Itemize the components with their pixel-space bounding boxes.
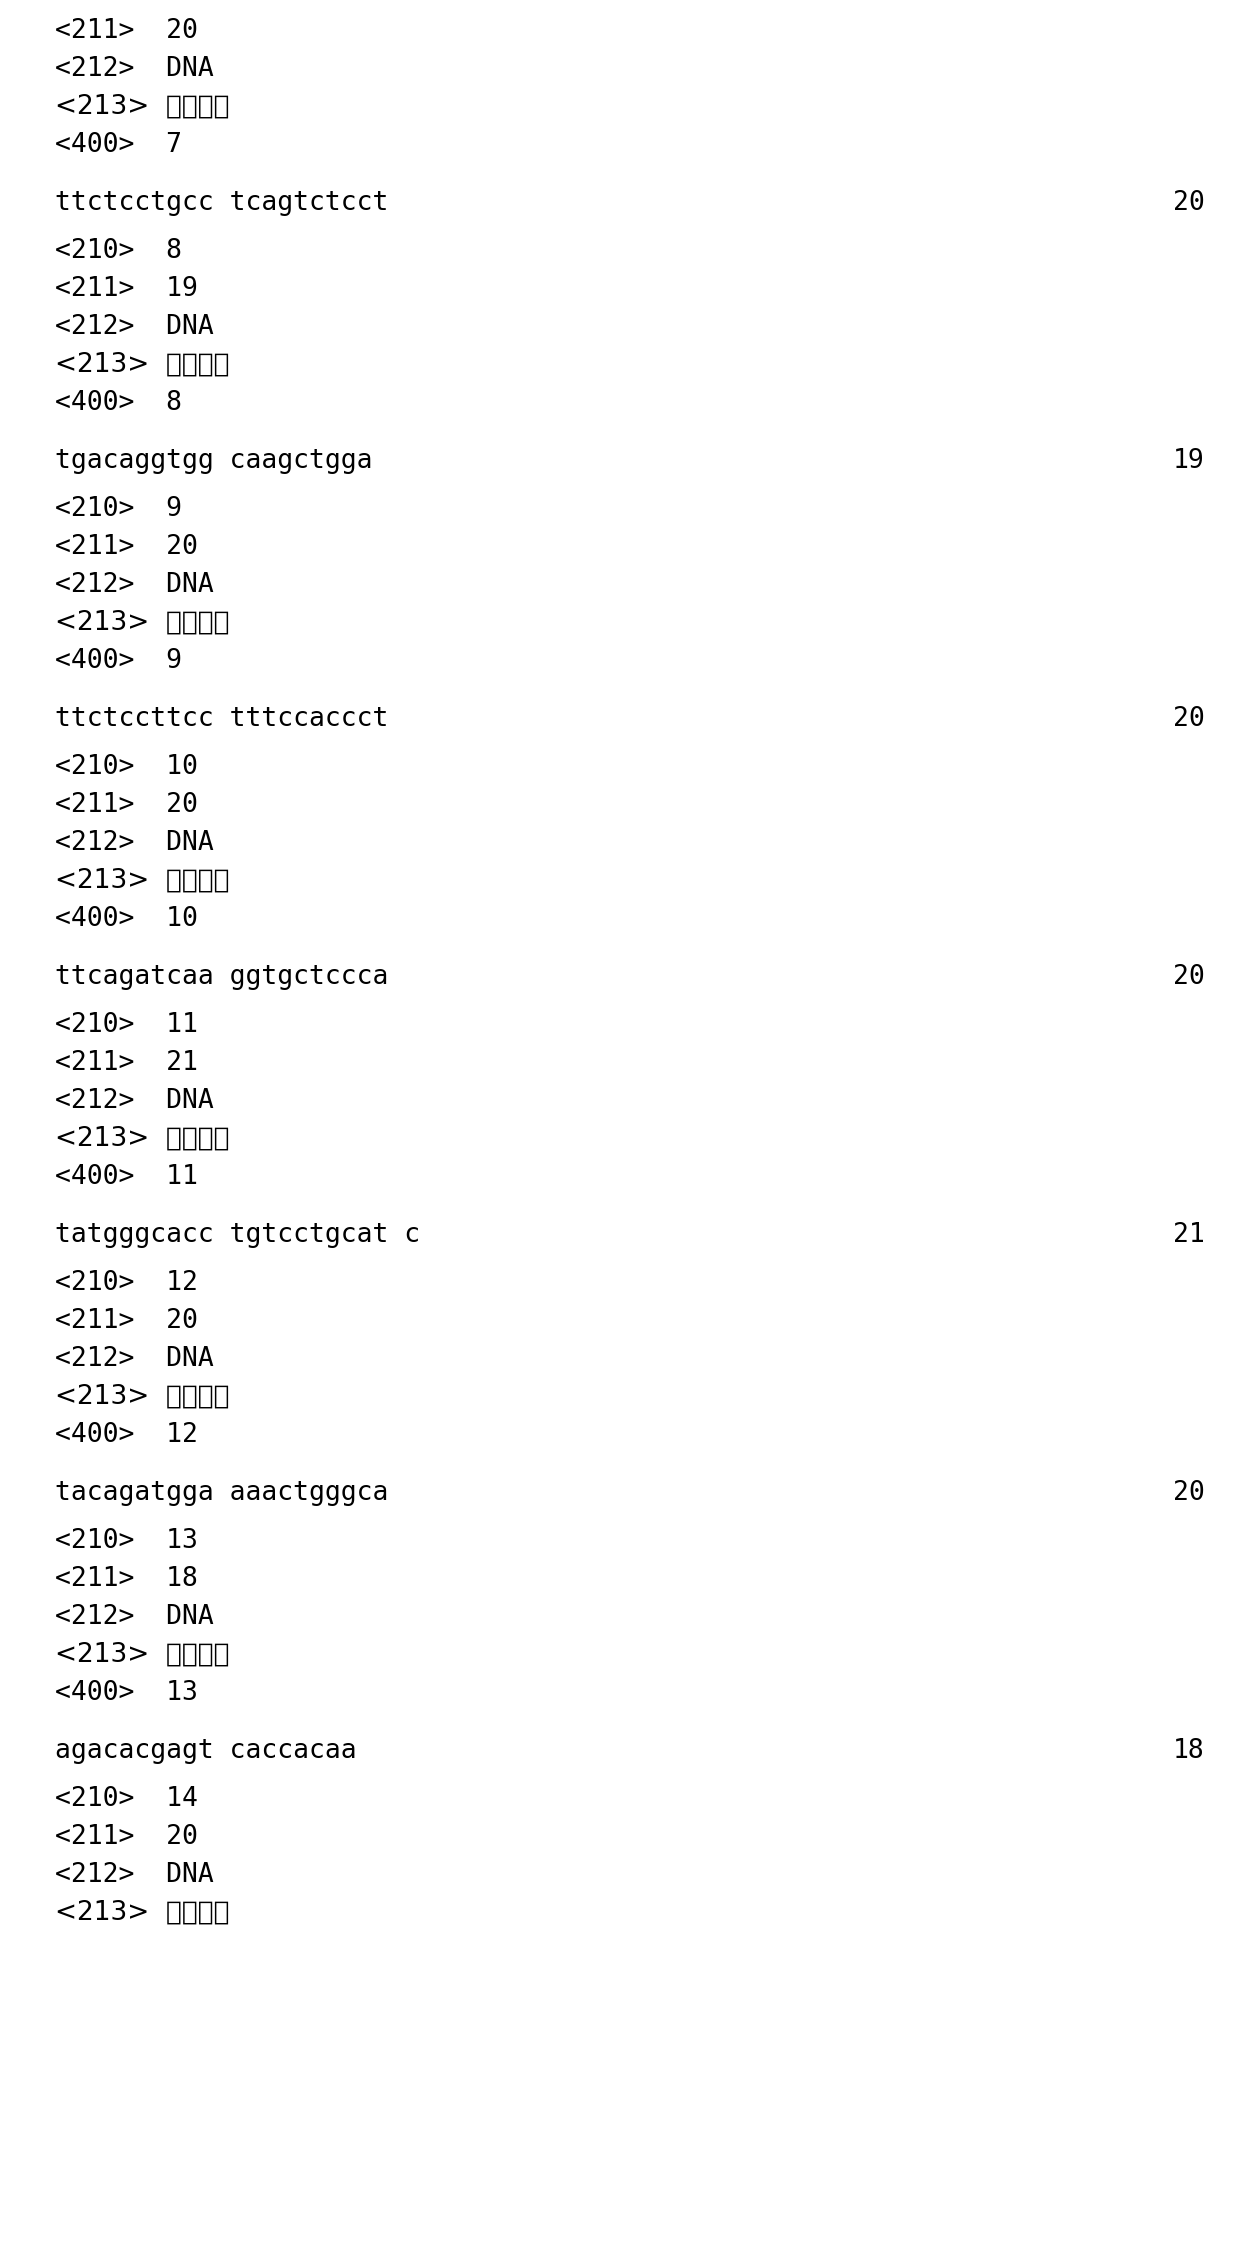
- Text: 20: 20: [1173, 964, 1205, 991]
- Text: 21: 21: [1173, 1221, 1205, 1249]
- Text: <212>  DNA: <212> DNA: [55, 1604, 213, 1631]
- Text: <212>  DNA: <212> DNA: [55, 57, 213, 81]
- Text: <400>  12: <400> 12: [55, 1423, 198, 1448]
- Text: 18: 18: [1173, 1737, 1205, 1764]
- Text: <213>  人工序列: <213> 人工序列: [55, 869, 229, 893]
- Text: <211>  20: <211> 20: [55, 792, 198, 819]
- Text: 20: 20: [1173, 1479, 1205, 1506]
- Text: tatgggcacc tgtcctgcat c: tatgggcacc tgtcctgcat c: [55, 1221, 420, 1249]
- Text: <213>  人工序列: <213> 人工序列: [55, 95, 229, 120]
- Text: <210>  14: <210> 14: [55, 1787, 198, 1812]
- Text: 20: 20: [1173, 190, 1205, 215]
- Text: <400>  11: <400> 11: [55, 1165, 198, 1190]
- Text: agacacgagt caccacaa: agacacgagt caccacaa: [55, 1737, 357, 1764]
- Text: <213>  人工序列: <213> 人工序列: [55, 611, 229, 636]
- Text: <211>  21: <211> 21: [55, 1050, 198, 1077]
- Text: <212>  DNA: <212> DNA: [55, 1346, 213, 1373]
- Text: <211>  20: <211> 20: [55, 18, 198, 43]
- Text: ttctcctgcc tcagtctcct: ttctcctgcc tcagtctcct: [55, 190, 388, 215]
- Text: <211>  20: <211> 20: [55, 534, 198, 561]
- Text: <213>  人工序列: <213> 人工序列: [55, 353, 229, 378]
- Text: <211>  20: <211> 20: [55, 1823, 198, 1850]
- Text: <212>  DNA: <212> DNA: [55, 1862, 213, 1889]
- Text: tacagatgga aaactgggca: tacagatgga aaactgggca: [55, 1479, 388, 1506]
- Text: <400>  7: <400> 7: [55, 131, 182, 158]
- Text: <211>  20: <211> 20: [55, 1307, 198, 1335]
- Text: <212>  DNA: <212> DNA: [55, 1088, 213, 1113]
- Text: <211>  19: <211> 19: [55, 276, 198, 303]
- Text: <212>  DNA: <212> DNA: [55, 830, 213, 855]
- Text: <210>  9: <210> 9: [55, 495, 182, 523]
- Text: <210>  12: <210> 12: [55, 1269, 198, 1296]
- Text: 19: 19: [1173, 448, 1205, 475]
- Text: <212>  DNA: <212> DNA: [55, 572, 213, 597]
- Text: <210>  10: <210> 10: [55, 753, 198, 780]
- Text: <210>  11: <210> 11: [55, 1011, 198, 1038]
- Text: ttcagatcaa ggtgctccca: ttcagatcaa ggtgctccca: [55, 964, 388, 991]
- Text: tgacaggtgg caagctgga: tgacaggtgg caagctgga: [55, 448, 372, 475]
- Text: <213>  人工序列: <213> 人工序列: [55, 1126, 229, 1151]
- Text: <210>  13: <210> 13: [55, 1529, 198, 1554]
- Text: <400>  9: <400> 9: [55, 647, 182, 674]
- Text: <213>  人工序列: <213> 人工序列: [55, 1900, 229, 1925]
- Text: <211>  18: <211> 18: [55, 1565, 198, 1592]
- Text: <400>  10: <400> 10: [55, 907, 198, 932]
- Text: <213>  人工序列: <213> 人工序列: [55, 1384, 229, 1409]
- Text: <400>  13: <400> 13: [55, 1681, 198, 1706]
- Text: <400>  8: <400> 8: [55, 389, 182, 416]
- Text: <212>  DNA: <212> DNA: [55, 314, 213, 339]
- Text: <213>  人工序列: <213> 人工序列: [55, 1642, 229, 1667]
- Text: 20: 20: [1173, 706, 1205, 733]
- Text: <210>  8: <210> 8: [55, 238, 182, 265]
- Text: ttctccttcc tttccaccct: ttctccttcc tttccaccct: [55, 706, 388, 733]
